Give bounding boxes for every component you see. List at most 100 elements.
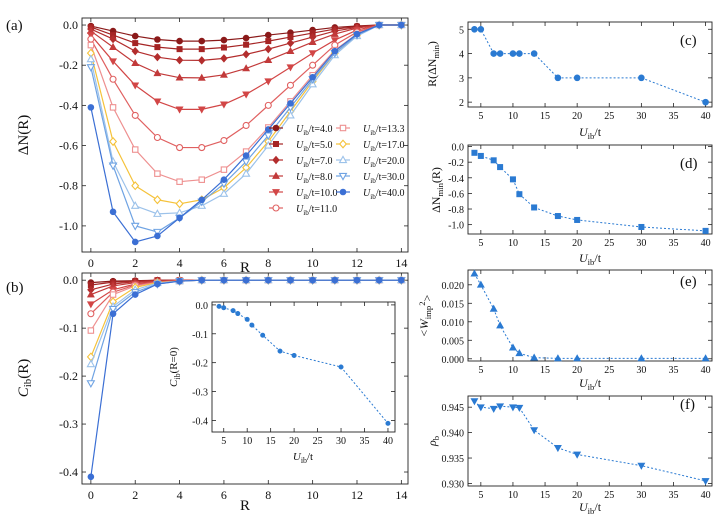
legend-marker — [272, 204, 280, 212]
x-tick-label: 5 — [478, 238, 483, 249]
data-point — [87, 310, 95, 318]
data-point — [701, 354, 710, 362]
legend-label: Uib/t=11.0 — [296, 204, 337, 217]
data-point — [132, 40, 139, 47]
legend-marker — [272, 155, 280, 165]
data-point — [260, 332, 266, 338]
x-tick-label: 30 — [636, 111, 646, 122]
series-b-10 — [87, 276, 405, 481]
data-point — [176, 144, 184, 152]
y-tick-label: 0.0 — [196, 301, 209, 312]
data-point — [244, 316, 250, 322]
data-point — [489, 304, 498, 312]
y-tick-label: 0.940 — [442, 429, 465, 440]
series-f-0 — [470, 398, 710, 486]
data-point — [249, 322, 255, 328]
data-point — [175, 73, 184, 81]
data-point — [87, 473, 95, 481]
data-point — [220, 44, 227, 51]
data-point — [216, 303, 222, 309]
y-tick-label: -1.0 — [59, 219, 78, 233]
y-tick-label: 0.0 — [452, 143, 465, 154]
legend-marker — [339, 124, 347, 132]
y-tick-label: 0.005 — [442, 336, 465, 347]
data-point — [331, 47, 339, 55]
y-tick-label: 0.945 — [442, 403, 465, 414]
data-point — [109, 75, 117, 83]
data-point — [331, 276, 339, 284]
x-tick-label: 30 — [636, 238, 646, 249]
panel-label: (c) — [680, 33, 697, 49]
data-point — [109, 34, 117, 44]
data-point — [87, 35, 95, 43]
data-point — [87, 41, 95, 49]
data-point — [286, 110, 295, 119]
legend-label: Uib/t=4.0 — [296, 124, 333, 137]
y-tick-label: -0.3 — [59, 417, 78, 431]
data-point — [489, 405, 498, 413]
x-tick-label: 20 — [572, 365, 582, 376]
data-point — [86, 54, 96, 63]
y-tick-label: 4 — [459, 50, 464, 61]
data-point — [638, 74, 645, 82]
data-point — [108, 162, 118, 171]
x-tick-label: 15 — [540, 490, 550, 501]
data-point — [86, 64, 96, 72]
data-point — [277, 348, 283, 354]
data-point — [131, 238, 139, 246]
y-tick-label: -0.2 — [448, 158, 464, 169]
legend-marker — [338, 155, 348, 164]
data-point — [573, 451, 582, 459]
y-tick-label: 0.935 — [442, 454, 465, 465]
data-point — [353, 276, 361, 284]
data-point — [509, 176, 516, 183]
data-point — [702, 98, 709, 106]
y-tick-label: 0.020 — [442, 281, 465, 292]
data-point — [230, 308, 236, 314]
data-point — [154, 170, 161, 177]
data-point — [375, 276, 383, 284]
panel-label: (e) — [680, 274, 697, 290]
data-point — [153, 133, 161, 142]
y-tick-label: -1.0 — [448, 221, 464, 232]
y-tick-label: -0.2 — [59, 369, 78, 383]
series-line — [474, 152, 706, 232]
data-point — [496, 50, 504, 57]
legend-label: Uib/t=13.3 — [363, 124, 405, 137]
x-tick-label: 40 — [701, 490, 711, 501]
data-point — [264, 101, 272, 109]
data-point — [264, 31, 272, 39]
y-tick-label: -0.2 — [59, 58, 78, 72]
data-point — [153, 228, 162, 237]
x-tick-label: 10 — [307, 488, 319, 502]
data-point — [265, 38, 272, 45]
data-point — [176, 46, 183, 53]
x-tick-label: 5 — [478, 365, 483, 376]
x-tick-label: 25 — [604, 238, 614, 249]
data-point — [515, 404, 524, 412]
data-point — [176, 277, 183, 285]
x-axis-label: Uib/t — [579, 125, 602, 141]
data-point — [309, 276, 316, 284]
x-tick-label: 15 — [540, 238, 550, 249]
data-point — [264, 55, 273, 64]
data-point — [86, 301, 95, 309]
data-point — [264, 44, 272, 54]
x-axis-label: Uib/t — [293, 451, 313, 465]
y-tick-label: 0.000 — [442, 355, 465, 366]
y-tick-label: -0.2 — [192, 359, 208, 370]
data-point — [154, 36, 161, 43]
data-point — [198, 176, 206, 183]
data-point — [309, 73, 316, 81]
data-point — [176, 178, 183, 185]
x-tick-label: 6 — [221, 256, 227, 270]
data-point — [516, 191, 523, 198]
x-tick-label: 20 — [572, 490, 582, 501]
data-point — [131, 181, 140, 191]
data-point — [220, 54, 228, 63]
panel-d: 5 10 15 20 25 30 35 40 0.0 -0.2 -0.4 -0.6 -0.8 -1.0 Ui… — [429, 143, 713, 267]
x-tick-label: 4 — [177, 488, 183, 502]
data-point — [398, 276, 405, 284]
data-point — [220, 136, 228, 145]
